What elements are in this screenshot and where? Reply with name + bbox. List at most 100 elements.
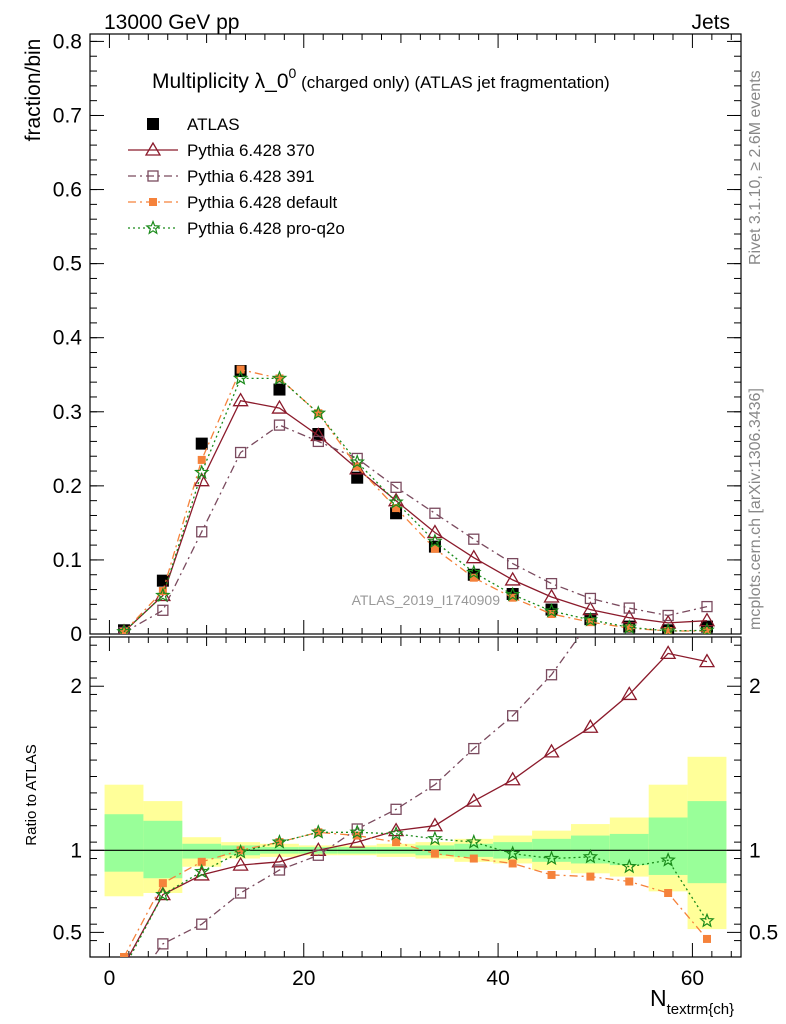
- main-series: [116, 365, 716, 634]
- main-watermark: ATLAS_2019_I1740909: [352, 592, 501, 608]
- mcplots-label: mcplots.cern.ch [arXiv:1306.3436]: [747, 388, 764, 630]
- data-point: [621, 686, 638, 701]
- legend-marker: [147, 118, 159, 130]
- legend-marker: [149, 198, 157, 206]
- data-point: [116, 623, 132, 634]
- data-point: [468, 742, 480, 755]
- data-point: [468, 533, 480, 545]
- series-line: [123, 399, 708, 633]
- data-point: [582, 718, 599, 733]
- y-tick-label-right: 0.5: [749, 921, 778, 944]
- data-point: [390, 803, 402, 815]
- series-line: [123, 377, 708, 633]
- data-point: [545, 669, 558, 681]
- ratio-band-green: [104, 814, 144, 872]
- ratio-band-green: [182, 843, 222, 859]
- data-point: [469, 854, 478, 863]
- y-tick-label-right: 1: [749, 839, 761, 862]
- header-left: 13000 GeV pp: [104, 11, 239, 34]
- y-tick-label: 0: [70, 623, 82, 646]
- axes-frame: [89, 33, 742, 635]
- data-point: [660, 852, 676, 867]
- data-point: [157, 604, 169, 616]
- series-line: [129, 831, 708, 957]
- data-point: [545, 577, 558, 590]
- y-tick-label: 1: [70, 839, 82, 862]
- data-point: [118, 626, 130, 634]
- legend-label: Pythia 6.428 391: [187, 167, 315, 186]
- ratio-series: [120, 637, 716, 957]
- data-point: [660, 622, 676, 634]
- main-title-sup: 0: [289, 65, 297, 81]
- x-tick-label: 60: [681, 967, 704, 990]
- data-point: [465, 792, 482, 807]
- data-point: [232, 370, 249, 386]
- data-point: [547, 870, 556, 879]
- data-point: [271, 399, 288, 414]
- data-point: [430, 849, 439, 858]
- data-point: [157, 938, 169, 950]
- data-point: [197, 857, 206, 866]
- legend-marker: [145, 219, 161, 235]
- y-tick-label: 0.1: [53, 549, 82, 572]
- data-point: [427, 830, 443, 846]
- data-point: [426, 817, 444, 832]
- main-ylabel: fraction/bin: [22, 39, 45, 142]
- data-point: [195, 437, 208, 450]
- series-0: [127, 645, 716, 957]
- legend-label: Pythia 6.428 pro-q2o: [187, 219, 345, 238]
- data-point: [194, 863, 210, 879]
- data-point: [234, 887, 247, 899]
- data-point: [701, 600, 713, 613]
- data-point: [662, 609, 674, 622]
- data-point: [543, 602, 560, 618]
- data-point: [155, 886, 171, 902]
- data-point: [388, 825, 404, 841]
- xlabel-main: N: [650, 985, 667, 1011]
- legend: ATLAS Pythia 6.428 370 Pythia 6.428 391 Pyt…: [128, 115, 345, 238]
- x-tick-label: 0: [104, 967, 116, 990]
- data-point: [232, 843, 249, 859]
- y-tick-label: 0.3: [53, 401, 82, 424]
- series-clip-group: [116, 365, 716, 634]
- data-point: [312, 849, 324, 861]
- data-point: [625, 877, 634, 886]
- data-point: [275, 838, 284, 847]
- main-title: Multiplicity λ_00 (charged only) (ATLAS …: [152, 65, 610, 93]
- y-tick-label: 2: [70, 675, 82, 698]
- x-tick-label: 40: [486, 967, 509, 990]
- ratio-axes: 0 20 40 60 0.5 1 2 0.5 1 2: [53, 636, 778, 990]
- data-point: [273, 383, 286, 396]
- data-point: [158, 879, 167, 888]
- data-point: [351, 471, 364, 484]
- data-point: [504, 845, 521, 861]
- data-point: [507, 557, 519, 570]
- data-point: [275, 374, 284, 383]
- data-point: [196, 526, 208, 538]
- y-tick-label: 0.5: [53, 921, 82, 944]
- y-tick-label: 0.5: [53, 253, 82, 276]
- data-point: [387, 822, 405, 837]
- data-point: [310, 405, 327, 420]
- data-point: [504, 571, 521, 586]
- main-axes: 0 0.1 0.2 0.3 0.4 0.5 0.6 0.7 0.8: [53, 30, 742, 646]
- data-point: [155, 587, 171, 603]
- data-point: [236, 846, 245, 855]
- data-point: [621, 609, 638, 624]
- data-point: [469, 573, 478, 582]
- data-point: [702, 627, 711, 634]
- rivet-label: Rivet 3.1.10, ≥ 2.6M events: [747, 70, 764, 265]
- data-point: [310, 824, 327, 839]
- data-point: [582, 611, 599, 627]
- series-4: [116, 370, 715, 634]
- data-point: [623, 602, 635, 614]
- series-2: [118, 419, 713, 634]
- y-tick-label: 0.4: [53, 327, 83, 350]
- data-point: [271, 853, 288, 868]
- main-title-rest: (charged only) (ATLAS jet fragmentation): [296, 73, 609, 92]
- data-point: [429, 507, 441, 519]
- y-tick-label: 0.2: [53, 475, 82, 498]
- data-point: [197, 455, 206, 464]
- data-point: [349, 824, 365, 839]
